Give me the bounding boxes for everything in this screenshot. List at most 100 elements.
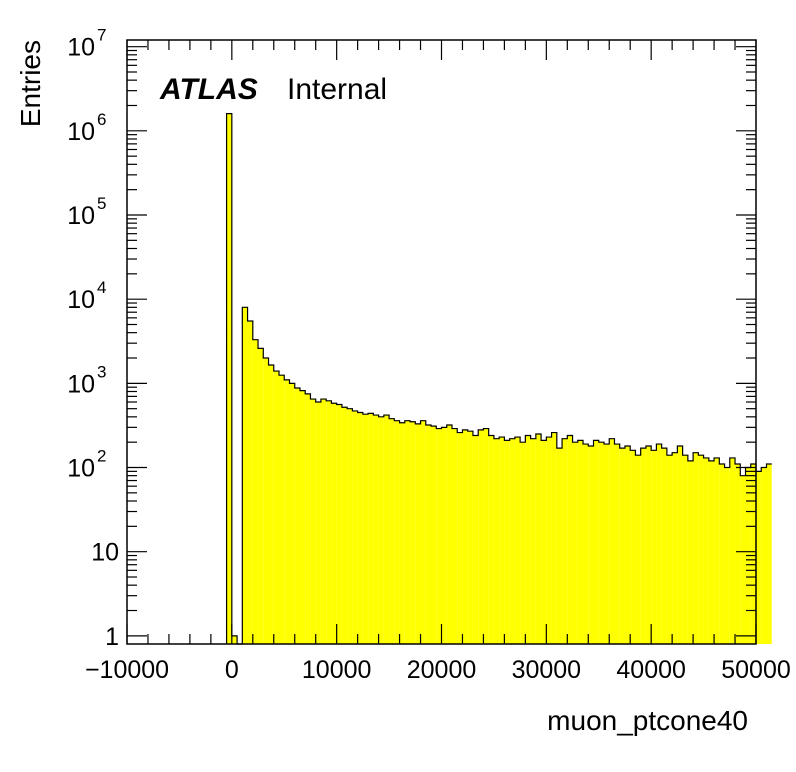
histogram-bin (394, 420, 400, 644)
histogram-bin (373, 415, 379, 644)
atlas-label: ATLAS (159, 73, 258, 106)
y-tick-label-base: 10 (67, 118, 95, 146)
histogram-bin (368, 413, 374, 644)
histogram-bin (478, 429, 484, 644)
histogram-bin (693, 452, 699, 644)
histogram-bin (698, 455, 704, 644)
histogram-bin (740, 475, 746, 644)
histogram-bin (410, 421, 416, 644)
y-tick-label: 10 4 (67, 278, 106, 314)
histogram-bin (483, 428, 489, 644)
histogram-bin (242, 307, 248, 644)
histogram-bin (462, 429, 468, 644)
histogram-bin (514, 437, 521, 644)
histogram-bin (362, 414, 369, 644)
histogram-bin (656, 444, 662, 644)
histogram-bin (677, 446, 683, 644)
histogram-bin (535, 434, 542, 644)
histogram-bin (472, 435, 479, 644)
x-axis: −10000 0 10000 20000 30000 40000 50000 (85, 40, 791, 684)
x-tick-label: 20000 (407, 656, 477, 684)
histogram-bin (588, 446, 594, 644)
histogram-bin (546, 437, 552, 644)
histogram-bin (567, 435, 573, 644)
histogram-bin (425, 424, 432, 644)
histogram-bin (766, 464, 772, 644)
histogram-bin (446, 424, 452, 644)
x-tick-label: 50000 (721, 656, 791, 684)
histogram-bin (284, 379, 290, 644)
histogram-bin (525, 435, 531, 644)
histogram-outline (225, 113, 772, 645)
histogram-bin (556, 448, 563, 644)
y-tick-label-base: 10 (67, 202, 95, 230)
y-tick-label: 10 3 (67, 362, 106, 398)
histogram-bin (279, 375, 285, 644)
histogram-bin (624, 446, 631, 644)
internal-label: Internal (287, 73, 387, 106)
y-tick-label-exponent: 3 (97, 362, 106, 381)
histogram-bin (714, 457, 720, 644)
histogram-bin (530, 438, 536, 644)
x-tick-label: 10000 (302, 656, 372, 684)
y-tick-label-exponent: 4 (97, 278, 106, 297)
histogram-bin (645, 446, 652, 644)
histogram-bin (451, 428, 458, 644)
histogram-bin (499, 437, 505, 644)
y-tick-label: 10 5 (67, 194, 106, 230)
histogram-bin (488, 435, 494, 644)
y-tick-label: 10 2 (67, 447, 106, 483)
histogram-bin (593, 440, 599, 644)
histogram-bin (603, 444, 610, 644)
y-tick-label: 10 (91, 539, 119, 567)
histogram-bin (520, 442, 526, 644)
x-tick-label: −10000 (85, 656, 169, 684)
histogram-bin (640, 448, 646, 644)
histogram-bin (436, 428, 442, 644)
histogram-bin (666, 455, 673, 644)
histogram-bin (326, 400, 332, 644)
y-tick-label-exponent: 2 (97, 447, 106, 466)
histogram-bin (289, 383, 295, 644)
histogram-bin (541, 440, 547, 644)
y-tick-label-base: 10 (67, 34, 95, 62)
histogram-bin (252, 339, 259, 644)
histogram-bin (399, 422, 405, 644)
y-tick-label: 10 6 (67, 110, 106, 146)
histogram-bin (724, 467, 730, 644)
histogram-bin (268, 365, 274, 644)
histogram-bin (378, 416, 384, 644)
histogram-bin (341, 407, 348, 644)
histogram-bin (226, 113, 232, 645)
histogram-bin (493, 438, 500, 644)
histogram-bin (630, 450, 636, 644)
y-axis-title: Entries (15, 40, 46, 127)
histogram-bin (509, 438, 515, 644)
histogram-bin (551, 432, 557, 644)
y-tick-label: 10 7 (67, 26, 106, 62)
x-tick-label: 40000 (616, 656, 686, 684)
histogram-bin (258, 348, 264, 644)
histogram-bin (331, 403, 337, 644)
histogram-bin (273, 371, 280, 644)
histogram-bin (389, 418, 395, 644)
histogram-bin (431, 426, 437, 644)
histogram-bin (315, 402, 321, 644)
histogram-bin (263, 358, 269, 644)
histogram-bin (761, 467, 767, 644)
histogram-bin (682, 455, 688, 644)
y-tick-label-exponent: 7 (97, 26, 106, 45)
histogram-bin (347, 408, 353, 644)
histogram-bin (352, 410, 358, 644)
histogram-bin (247, 321, 253, 644)
histogram-bin (583, 444, 589, 644)
histogram-bin (404, 420, 411, 644)
histogram-bin (619, 448, 625, 644)
histogram-bin (703, 457, 709, 644)
histogram-bin (320, 399, 327, 644)
histogram-bin (504, 440, 510, 644)
histogram-bin (687, 460, 694, 644)
histogram-bin (572, 442, 578, 644)
